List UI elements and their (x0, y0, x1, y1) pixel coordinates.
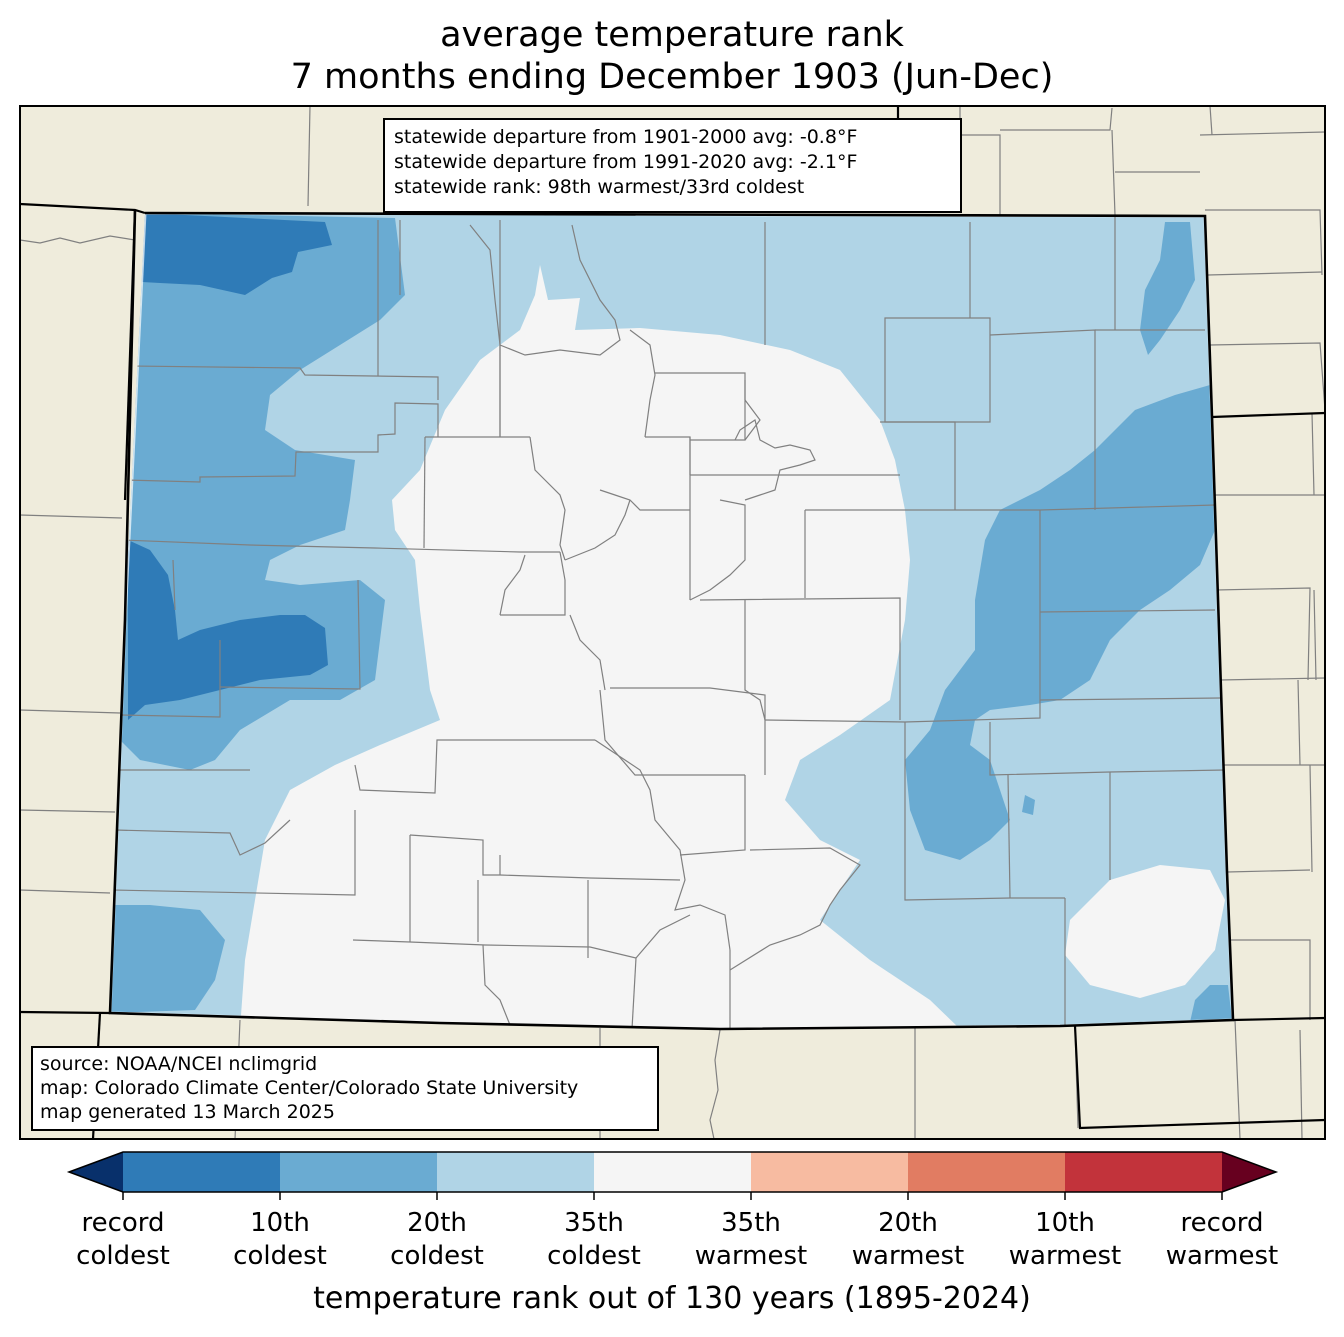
source-line: source: NOAA/NCEI nclimgrid (40, 1052, 650, 1076)
colorbar-extend-warm (1222, 1152, 1276, 1192)
colorbar-label-35th-coldest: 35th coldest (509, 1207, 679, 1273)
colorbar-label-10th-coldest: 10th coldest (195, 1207, 365, 1273)
colorbar-segment (751, 1152, 908, 1192)
stats-departure-1901-2000: statewide departure from 1901-2000 avg: … (394, 125, 951, 150)
colorbar-segment (594, 1152, 751, 1192)
colorbar-segment (1065, 1152, 1222, 1192)
colorbar-segment (280, 1152, 437, 1192)
colorbar-segment (437, 1152, 594, 1192)
colorbar-segment (908, 1152, 1065, 1192)
colorbar-label-35th-warmest: 35th warmest (666, 1207, 836, 1273)
statewide-stats-box: statewide departure from 1901-2000 avg: … (383, 118, 962, 213)
colorbar-label-20th-coldest: 20th coldest (352, 1207, 522, 1273)
colorbar-label-record-warmest: record warmest (1137, 1207, 1307, 1273)
stats-rank: statewide rank: 98th warmest/33rd coldes… (394, 175, 951, 200)
colorbar-segment (123, 1152, 280, 1192)
source-credit-box: source: NOAA/NCEI nclimgrid map: Colorad… (31, 1046, 659, 1131)
colorbar-extend-cold (69, 1152, 123, 1192)
colorbar-ticks (123, 1192, 1222, 1200)
colorbar-label-10th-warmest: 10th warmest (980, 1207, 1150, 1273)
colorbar (69, 1152, 1276, 1200)
stats-departure-1991-2020: statewide departure from 1991-2020 avg: … (394, 150, 951, 175)
colorbar-label-record-coldest: record coldest (38, 1207, 208, 1273)
map-credit-line: map: Colorado Climate Center/Colorado St… (40, 1076, 650, 1100)
map-generated-date: map generated 13 March 2025 (40, 1100, 650, 1124)
colorbar-title: temperature rank out of 130 years (1895-… (0, 1281, 1344, 1317)
colorbar-label-20th-warmest: 20th warmest (823, 1207, 993, 1273)
colorado-rank-fill (90, 200, 1250, 1040)
